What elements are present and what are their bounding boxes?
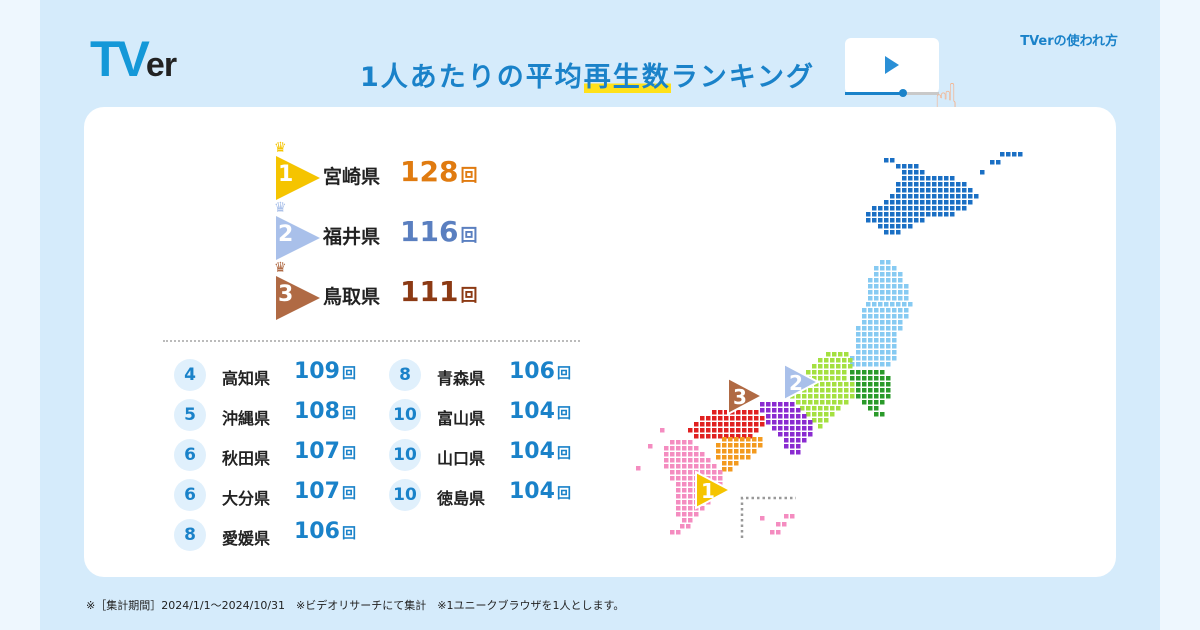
rank-number: 10 bbox=[389, 399, 421, 431]
play-count: 107 回 bbox=[294, 479, 356, 504]
prefecture-name: 沖縄県 bbox=[222, 409, 271, 428]
svg-text:1: 1 bbox=[701, 479, 715, 503]
map-rank-marker: 2 bbox=[783, 362, 821, 402]
region-chugoku bbox=[688, 410, 765, 439]
rank-number: 2 bbox=[278, 222, 294, 247]
region-islands-okinawa bbox=[636, 428, 795, 535]
region-shikoku bbox=[716, 437, 763, 472]
title-part: ランキング bbox=[670, 62, 815, 93]
play-count: 104 回 bbox=[509, 399, 571, 424]
rank-badge-triangle bbox=[276, 156, 320, 200]
play-count: 106 回 bbox=[509, 359, 571, 384]
region-tohoku bbox=[850, 260, 913, 367]
play-count: 128 回 bbox=[400, 155, 478, 188]
rank-number: 8 bbox=[389, 359, 421, 391]
rank-number: 8 bbox=[174, 519, 206, 551]
rank-number: 6 bbox=[174, 479, 206, 511]
region-hokkaido bbox=[866, 158, 979, 235]
divider bbox=[163, 340, 580, 342]
prefecture-name: 大分県 bbox=[222, 489, 271, 508]
play-count: 106 回 bbox=[294, 519, 356, 544]
rank-number: 10 bbox=[389, 479, 421, 511]
rank-badge-triangle bbox=[276, 276, 320, 320]
play-count: 107 回 bbox=[294, 439, 356, 464]
video-player-illustration bbox=[845, 38, 939, 97]
progress-bar bbox=[845, 89, 939, 97]
prefecture-name: 愛媛県 bbox=[222, 529, 271, 548]
svg-text:2: 2 bbox=[789, 371, 803, 395]
prefecture-name: 鳥取県 bbox=[323, 286, 381, 308]
rank-number: 3 bbox=[278, 282, 294, 307]
tver-logo: TVer bbox=[90, 31, 177, 87]
play-count: 104 回 bbox=[509, 439, 571, 464]
top-rank-item: ♛ 3 鳥取県 111 回 bbox=[272, 260, 572, 320]
region-kanto bbox=[850, 370, 891, 417]
play-count: 109 回 bbox=[294, 359, 356, 384]
prefecture-name: 青森県 bbox=[437, 369, 486, 388]
page-title: 1人あたりの平均再生数ランキング bbox=[360, 55, 815, 94]
play-count: 111 回 bbox=[400, 275, 478, 308]
region-kinki bbox=[760, 402, 813, 455]
rank-number: 4 bbox=[174, 359, 206, 391]
howto-link[interactable]: TVerの使われ方 bbox=[1020, 34, 1118, 49]
prefecture-name: 高知県 bbox=[222, 369, 271, 388]
title-part: 1人あたりの平均 bbox=[360, 62, 584, 93]
crown-icon: ♛ bbox=[274, 140, 287, 156]
svg-text:3: 3 bbox=[733, 385, 747, 409]
prefecture-name: 秋田県 bbox=[222, 449, 271, 468]
footnote: ※［集計期間］2024/1/1〜2024/10/31 ※ビデオリサーチにて集計 … bbox=[86, 599, 625, 612]
play-count: 108 回 bbox=[294, 399, 356, 424]
rank-number: 1 bbox=[278, 162, 294, 187]
top-rank-item: ♛ 2 福井県 116 回 bbox=[272, 200, 572, 260]
play-count: 116 回 bbox=[400, 215, 478, 248]
prefecture-name: 山口県 bbox=[437, 449, 486, 468]
top-rank-item: ♛ 1 宮崎県 128 回 bbox=[272, 140, 572, 200]
okinawa-inset-frame bbox=[740, 496, 796, 538]
prefecture-name: 富山県 bbox=[437, 409, 486, 428]
rank-number: 6 bbox=[174, 439, 206, 471]
title-highlight: 再生数 bbox=[583, 62, 671, 93]
map-rank-marker: 1 bbox=[695, 470, 733, 510]
crown-icon: ♛ bbox=[274, 200, 287, 216]
prefecture-name: 福井県 bbox=[323, 226, 381, 248]
crown-icon: ♛ bbox=[274, 260, 287, 276]
prefecture-name: 宮崎県 bbox=[323, 166, 381, 188]
play-count: 104 回 bbox=[509, 479, 571, 504]
play-icon bbox=[885, 56, 899, 74]
rank-badge-triangle bbox=[276, 216, 320, 260]
region-hokkaido-islands bbox=[980, 152, 1023, 175]
rank-number: 5 bbox=[174, 399, 206, 431]
rank-number: 10 bbox=[389, 439, 421, 471]
map-rank-marker: 3 bbox=[727, 376, 765, 416]
prefecture-name: 徳島県 bbox=[437, 489, 486, 508]
